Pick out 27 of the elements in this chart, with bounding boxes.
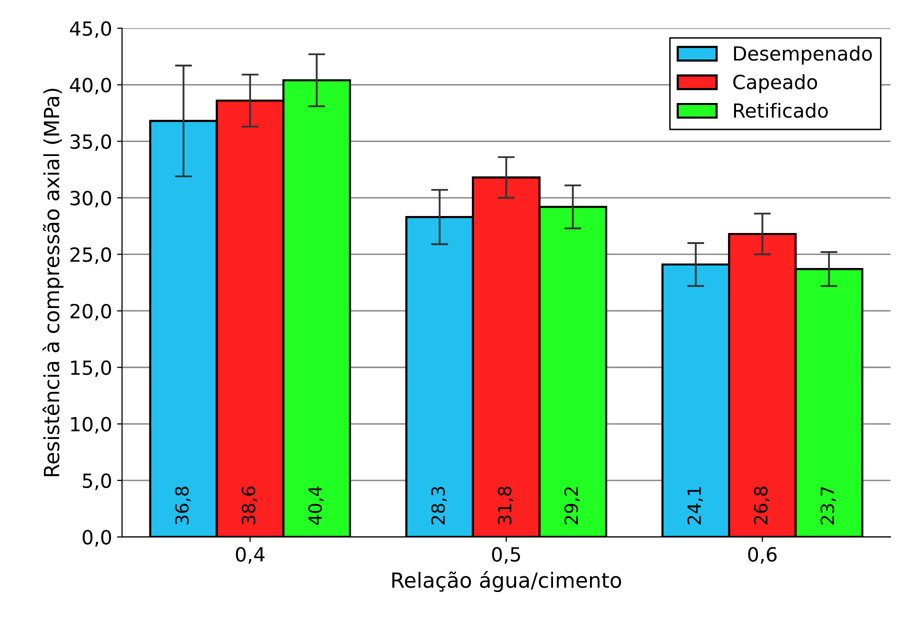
x-tick-label: 0,5 — [492, 547, 520, 564]
data-label: 23,7 — [820, 486, 836, 524]
y-tick-label: 35,0 — [70, 134, 112, 151]
legend-label: Retificado — [734, 102, 828, 118]
y-tick-label: 0,0 — [82, 530, 112, 547]
data-label: 24,1 — [687, 487, 703, 524]
y-tick-label: 5,0 — [82, 473, 112, 490]
y-tick-label: 20,0 — [70, 304, 112, 321]
y-tick-label: 40,0 — [70, 78, 112, 94]
y-axis-title: Resistência à compressão axial (MPa) — [42, 88, 64, 476]
x-tick-label: 0,6 — [748, 547, 777, 564]
y-tick-label: 10,0 — [71, 416, 112, 434]
y-tick-label: 45,0 — [70, 21, 112, 38]
y-tick-label: 25,0 — [70, 247, 112, 264]
data-label: 36,8 — [175, 486, 191, 524]
legend-label: Capeado — [733, 74, 818, 94]
data-label: 40,4 — [308, 486, 324, 525]
x-tick-label: 0,4 — [236, 547, 264, 564]
data-label: 31,8 — [498, 486, 514, 524]
y-tick-label: 30,0 — [70, 190, 112, 208]
legend-label: Desempenado — [734, 46, 872, 65]
x-axis-title: Relação água/cimento — [392, 571, 622, 592]
data-label: 38,6 — [242, 486, 258, 524]
data-label: 26,8 — [754, 486, 770, 524]
data-label: 28,3 — [431, 486, 447, 524]
y-tick-label: 15,0 — [71, 360, 112, 378]
data-label: 29,2 — [564, 487, 580, 524]
